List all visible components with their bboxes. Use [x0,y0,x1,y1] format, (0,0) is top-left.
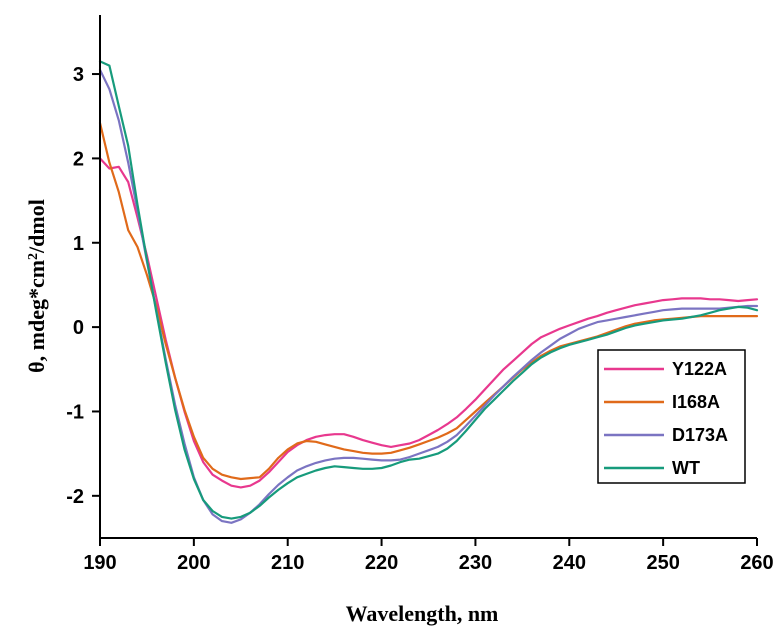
x-tick-label-190: 190 [83,552,116,574]
y-tick-label-3: 3 [73,64,84,86]
y-tick-label--2: -2 [66,486,84,508]
x-axis-title: Wavelength, nm [346,601,499,626]
legend-box [597,349,746,484]
y-axis-title-superscript: 2 [26,253,41,260]
x-tick-label-250: 250 [646,552,679,574]
series-line-i168a [98,121,759,481]
x-tick-label-240: 240 [553,552,586,574]
x-tick-label-220: 220 [365,552,398,574]
legend-label-wt: WT [672,458,700,478]
series-line-d173a [98,68,759,524]
y-axis-title-suffix: /dmol [24,199,49,254]
y-tick-label-1: 1 [73,233,84,255]
axes-layer [99,15,757,539]
y-tick-label-0: 0 [73,317,84,339]
ticks-layer: 190 200 210 220 230 240 250 260 -2 -1 0 1 2 3 [66,64,773,574]
x-tick-label-260: 260 [740,552,773,574]
y-tick-label-2: 2 [73,148,84,170]
legend-label-i168a: I168A [672,392,720,412]
x-tick-label-230: 230 [459,552,492,574]
series-line-y122a [98,157,759,489]
x-tick-label-210: 210 [271,552,304,574]
series-layer [98,60,759,524]
y-axis-title: θ, mdeg*cm2/dmol [24,199,49,373]
y-tick-label--1: -1 [66,401,84,423]
x-tick-label-200: 200 [177,552,210,574]
legend-items: Y122A I168A D173A WT [604,359,728,478]
legend-label-y122a: Y122A [672,359,727,379]
y-axis-title-main: θ, mdeg*cm [24,260,49,373]
legend: Y122A I168A D173A WT [597,349,746,484]
legend-label-d173a: D173A [672,425,728,445]
series-line-wt [98,60,759,520]
